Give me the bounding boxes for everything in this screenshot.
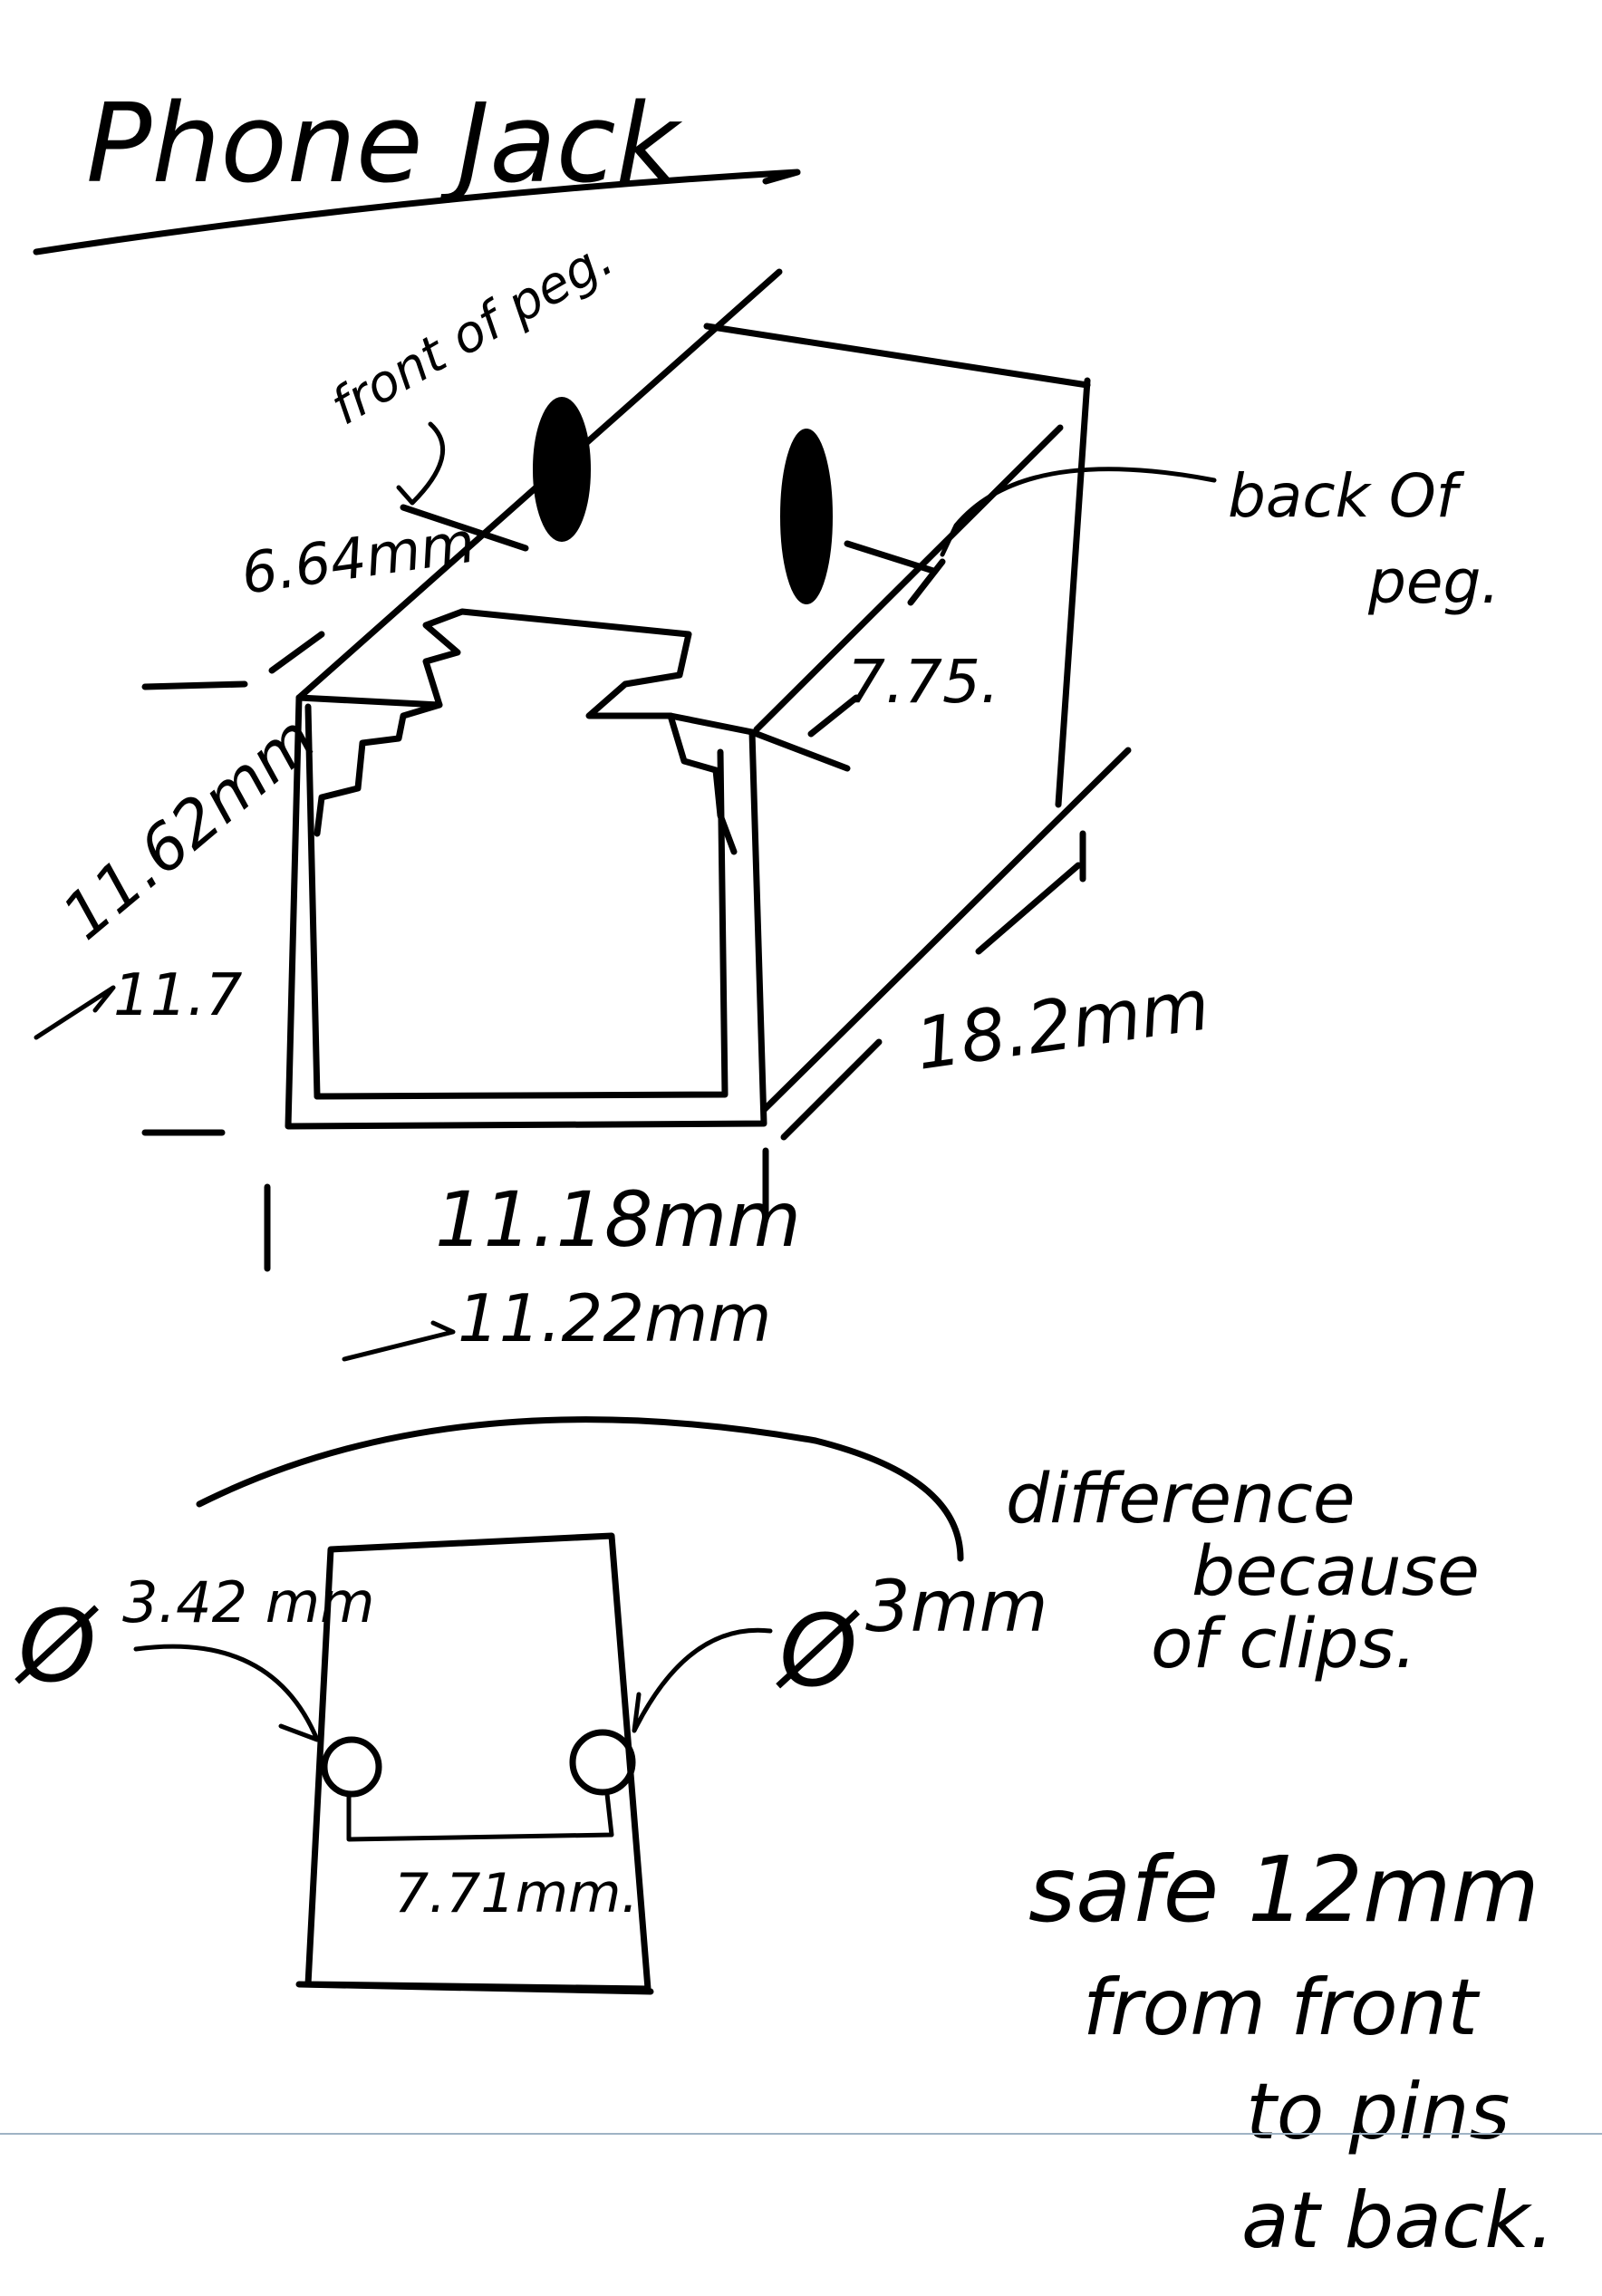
front-face-inner: [314, 748, 729, 1100]
notch-step-right: [667, 712, 738, 855]
front-of-peg-label: front of peg.: [322, 228, 623, 437]
back-peg: [780, 429, 833, 604]
top-back-edge: [703, 323, 1091, 389]
difference-note-2: because: [1192, 1530, 1480, 1611]
front-face-inner-left: [304, 703, 321, 1100]
dim-top-tick: [400, 504, 529, 552]
jack-back-view: [133, 1416, 964, 1995]
width-arrow: [342, 1320, 456, 1362]
front-face-outer: [285, 694, 767, 1130]
right-top-edge: [753, 424, 1064, 733]
top-notch: [295, 608, 851, 772]
back-of-peg-label: back Of: [1228, 461, 1465, 531]
left-dia-symbol: Ø: [14, 1588, 99, 1704]
back-view-bottom-edge: [295, 1981, 654, 1995]
bottom-right-edge: [760, 747, 1132, 1114]
back-of-peg-label-2: peg.: [1367, 547, 1500, 617]
dim-side-tick-2: [807, 694, 860, 738]
left-dia-label: 3.42 mm: [122, 1569, 375, 1635]
right-dia-symbol: Ø: [776, 1593, 860, 1709]
safe-note-2: from front: [1083, 1963, 1481, 2053]
hole-right: [569, 1729, 636, 1796]
safe-note-1: safe 12mm: [1028, 1837, 1539, 1943]
height-arrow: [34, 985, 116, 1040]
side-offset-label: 7.75.: [847, 647, 999, 717]
length-label: 18.2mm: [911, 964, 1214, 1085]
jack-3d-view: [34, 268, 1217, 1362]
peg-right-line: [844, 540, 937, 574]
title-underline: [33, 169, 801, 256]
dim-left-top-tick: [141, 680, 248, 690]
right-dia-label: 3mm: [865, 1567, 1048, 1648]
front-peg: [533, 397, 591, 542]
back-view-arc: [196, 1416, 964, 1562]
height-label-1: 11.62mm: [48, 701, 330, 954]
dim-length-line-2: [975, 862, 1082, 955]
hole-left: [321, 1736, 382, 1798]
dim-length-line: [780, 1038, 883, 1141]
width-label-2: 11.22mm: [458, 1280, 771, 1356]
difference-note-1: difference: [1006, 1458, 1356, 1539]
safe-note-3: to pins: [1246, 2067, 1510, 2157]
right-back-vertical: [1055, 377, 1091, 808]
dim-top-left-tick: [268, 631, 325, 674]
left-hole-arrow: [133, 1644, 320, 1742]
difference-note-source: difference because of clips.: [0, 0, 11, 1]
notch-step-left: [314, 701, 443, 837]
hole-spacing-line: [346, 1791, 614, 1842]
safe-note-4: at back.: [1241, 2175, 1554, 2266]
width-label-1: 11.18mm: [435, 1175, 801, 1264]
back-of-peg-source: back Of peg.: [0, 0, 5, 1]
front-peg-arrow: [396, 421, 446, 506]
dim-side-tick: [907, 558, 946, 606]
top-depth-label: 6.64mm: [237, 509, 478, 607]
height-label-2: 11.7: [113, 962, 243, 1029]
back-peg-arrow: [940, 467, 1217, 557]
difference-note-3: of clips.: [1151, 1603, 1416, 1683]
hole-spacing-label: 7.71mm.: [394, 1862, 639, 1925]
right-hole-arrow: [632, 1627, 773, 1733]
